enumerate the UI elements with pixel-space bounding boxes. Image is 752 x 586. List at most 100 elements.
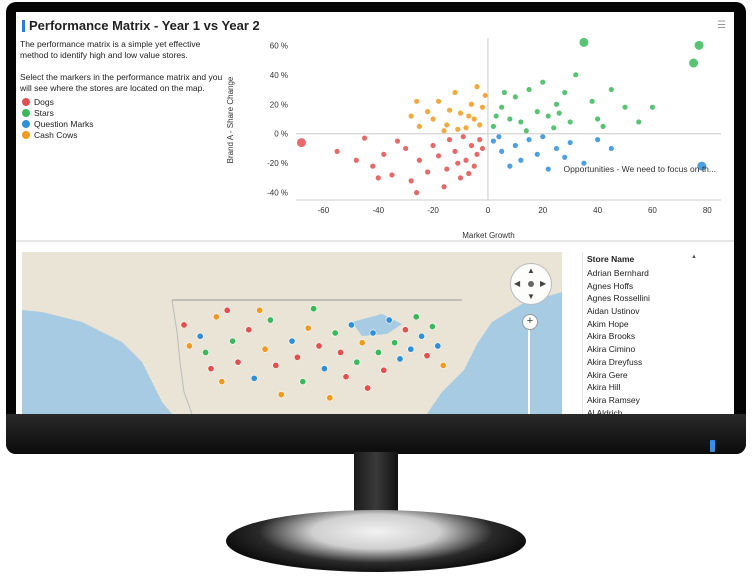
data-point-dogs[interactable] [430,142,436,149]
data-point-cash-cows[interactable] [463,125,469,131]
data-point-stars[interactable] [540,79,546,85]
data-point-dogs[interactable] [479,145,486,152]
map-marker-stars[interactable] [428,323,436,331]
data-point-dogs[interactable] [452,148,458,154]
data-point-question-marks[interactable] [512,142,518,149]
pan-left-icon[interactable]: ◀ [514,279,521,288]
data-point-cash-cows[interactable] [408,113,414,119]
data-point-cash-cows[interactable] [468,101,475,107]
data-point-stars[interactable] [493,113,499,119]
data-point-stars[interactable] [499,104,505,110]
data-point-cash-cows[interactable] [430,116,436,122]
data-point-cash-cows[interactable] [477,122,483,128]
map-marker-question-marks[interactable] [347,321,355,329]
data-point-stars[interactable] [507,116,513,122]
map-marker-dogs[interactable] [423,352,431,360]
map-marker-dogs[interactable] [234,358,242,366]
store-list-item[interactable]: Aidan Ustinov [587,306,640,317]
map-marker-question-marks[interactable] [434,342,442,350]
map-marker-cash-cows[interactable] [256,306,264,314]
data-point-cash-cows[interactable] [441,128,447,134]
map-marker-dogs[interactable] [401,326,409,334]
data-point-question-marks[interactable] [562,154,568,160]
data-point-stars[interactable] [589,98,595,104]
data-point-question-marks[interactable] [526,137,532,143]
store-list-item[interactable]: Akira Gere [587,369,628,380]
legend-item-cash-cows[interactable]: Cash Cows [22,129,94,140]
data-point-dogs[interactable] [334,148,340,154]
store-list-item[interactable]: Akira Dreyfuss [587,356,643,367]
data-point-dogs[interactable] [353,157,359,163]
map-marker-stars[interactable] [266,316,274,324]
map-marker-question-marks[interactable] [385,316,393,324]
map-marker-dogs[interactable] [337,348,345,356]
data-point-stars[interactable] [551,125,557,131]
map-marker-dogs[interactable] [272,361,280,369]
zoom-in-button[interactable]: + [522,314,538,330]
map-marker-cash-cows[interactable] [439,361,447,369]
data-point-dogs[interactable] [296,138,306,148]
map-marker-dogs[interactable] [245,326,253,334]
data-point-stars[interactable] [608,86,614,93]
map-marker-question-marks[interactable] [407,345,415,353]
data-point-question-marks[interactable] [499,148,505,154]
map-marker-stars[interactable] [229,337,237,345]
data-point-dogs[interactable] [394,138,401,144]
map-marker-stars[interactable] [310,305,318,313]
map-marker-question-marks[interactable] [369,329,377,337]
data-point-question-marks[interactable] [697,161,707,171]
data-point-dogs[interactable] [444,166,450,172]
data-point-stars[interactable] [556,110,562,116]
map-marker-question-marks[interactable] [196,332,204,340]
sort-ascending-icon[interactable]: ▲ [691,254,697,260]
map-pan-control[interactable]: ▲ ▼ ◀ ▶ [510,263,552,305]
data-point-question-marks[interactable] [490,138,497,144]
data-point-dogs[interactable] [477,137,483,143]
data-point-stars[interactable] [534,109,540,115]
data-point-question-marks[interactable] [518,157,524,163]
map-marker-question-marks[interactable] [288,337,296,345]
legend-item-stars[interactable]: Stars [22,107,94,118]
map-marker-stars[interactable] [331,329,339,337]
data-point-dogs[interactable] [389,172,395,178]
data-point-question-marks[interactable] [496,134,502,140]
data-point-cash-cows[interactable] [479,104,486,110]
store-list-item[interactable]: Agnes Hoffs [587,280,634,291]
data-point-stars[interactable] [622,104,628,110]
map-marker-dogs[interactable] [342,373,350,381]
store-list-item[interactable]: Akim Hope [587,318,629,329]
data-point-question-marks[interactable] [507,163,513,169]
data-point-stars[interactable] [636,119,642,125]
map-marker-stars[interactable] [412,313,420,321]
data-point-dogs[interactable] [416,157,422,163]
data-point-dogs[interactable] [468,142,475,149]
map-marker-dogs[interactable] [315,342,323,350]
store-list-header[interactable]: Store Name ▲ [587,254,697,264]
data-point-question-marks[interactable] [595,137,601,143]
data-point-stars[interactable] [545,113,551,119]
data-point-stars[interactable] [562,89,568,96]
map-marker-stars[interactable] [374,348,382,356]
map-canvas[interactable] [22,252,562,414]
data-point-cash-cows[interactable] [444,122,450,128]
map-marker-cash-cows[interactable] [358,339,366,347]
store-list-item[interactable]: Akira Hill [587,382,621,393]
store-list-item[interactable]: Al Aldrich [587,407,623,414]
data-point-cash-cows[interactable] [482,92,488,99]
store-list-item[interactable]: Agnes Rossellini [587,293,650,304]
data-point-stars[interactable] [595,116,601,122]
data-point-dogs[interactable] [466,170,472,177]
data-point-dogs[interactable] [460,134,466,140]
data-point-cash-cows[interactable] [414,98,420,104]
zoom-slider[interactable] [528,330,530,414]
data-point-question-marks[interactable] [540,134,546,140]
store-list-item[interactable]: Akira Brooks [587,331,636,342]
data-point-dogs[interactable] [471,163,477,169]
data-point-cash-cows[interactable] [455,126,461,132]
data-point-dogs[interactable] [414,190,420,196]
data-point-dogs[interactable] [446,137,453,143]
map-marker-cash-cows[interactable] [261,345,269,353]
data-point-question-marks[interactable] [581,160,587,166]
map-marker-stars[interactable] [391,339,399,347]
data-point-stars[interactable] [523,128,529,134]
